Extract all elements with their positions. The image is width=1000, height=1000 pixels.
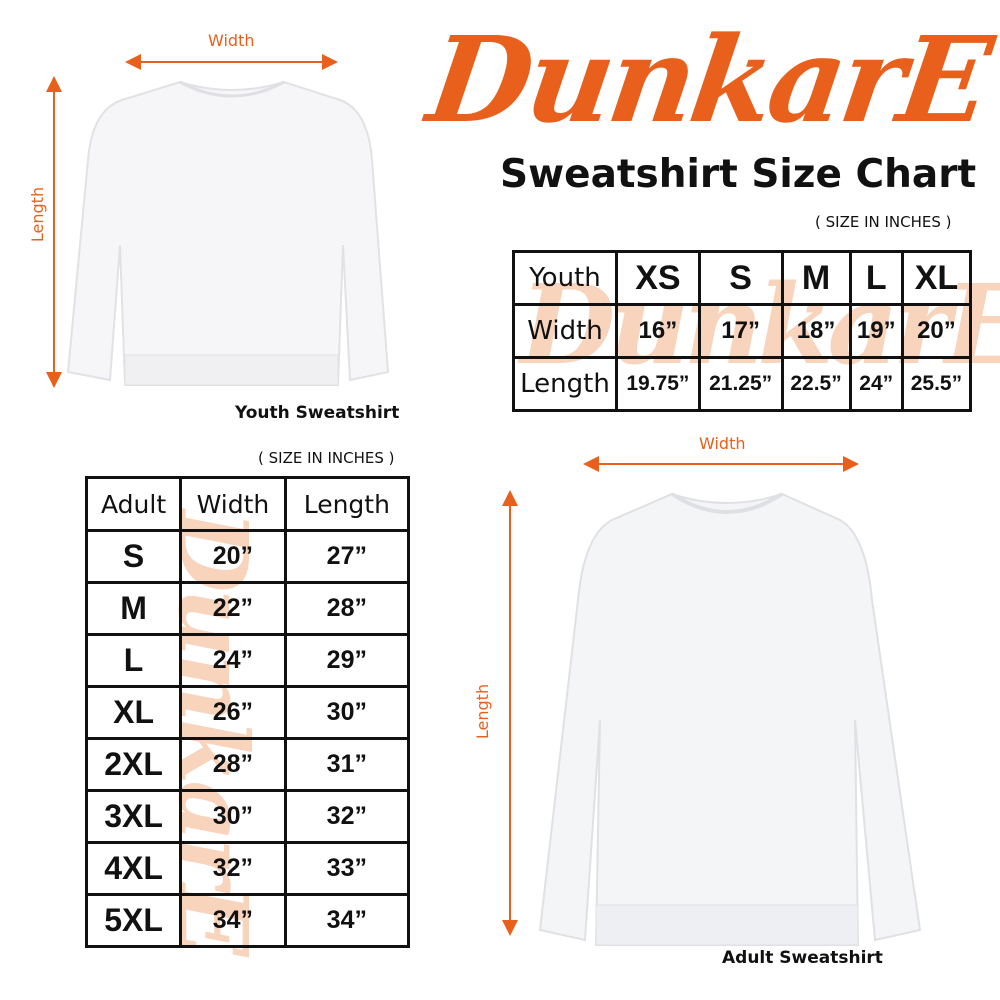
header-cell: L [848, 250, 904, 306]
table-cell: 34” [179, 893, 287, 948]
adult-size-table: Adult Width Length S 20” 27” M 22” 28” L 24” 29”… [84, 476, 411, 948]
header-cell: S [697, 250, 784, 306]
adult-sweatshirt-image [538, 492, 922, 946]
header-cell: Width [179, 476, 287, 532]
header-cell: Adult [84, 476, 183, 532]
header-cell: Length [283, 476, 411, 532]
table-cell: 34” [283, 893, 411, 948]
table-cell: 26” [179, 685, 287, 740]
table-cell: 32” [283, 789, 411, 844]
size-label: L [84, 633, 183, 688]
table-cell: 30” [179, 789, 287, 844]
table-row: S 20” 27” [84, 529, 411, 584]
table-cell: 28” [283, 581, 411, 636]
size-label: M [84, 581, 183, 636]
table-cell: 28” [179, 737, 287, 792]
header-cell: Youth [512, 250, 618, 306]
table-row: XL 26” 30” [84, 685, 411, 740]
table-cell: 20” [900, 303, 973, 359]
header-cell: XL [900, 250, 973, 306]
table-cell: 22” [179, 581, 287, 636]
table-row: 4XL 32” 33” [84, 841, 411, 896]
row-label: Width [512, 303, 618, 359]
table-row: 5XL 34” 34” [84, 893, 411, 948]
youth-width-label: Width [208, 31, 255, 50]
table-row: Width 16” 17” 18” 19” 20” [512, 303, 973, 359]
table-cell: 18” [780, 303, 852, 359]
table-cell: 22.5” [780, 356, 852, 412]
table-cell: 19” [848, 303, 904, 359]
size-label: 3XL [84, 789, 183, 844]
size-label: 2XL [84, 737, 183, 792]
page-title: Sweatshirt Size Chart [500, 152, 977, 197]
youth-sweatshirt-image [66, 80, 390, 386]
table-cell: 33” [283, 841, 411, 896]
table-cell: 21.25” [697, 356, 784, 412]
table-cell: 19.75” [615, 356, 701, 412]
table-cell: 16” [615, 303, 701, 359]
table-cell: 27” [283, 529, 411, 584]
header-cell: M [780, 250, 852, 306]
adult-length-label: Length [473, 683, 493, 740]
table-cell: 32” [179, 841, 287, 896]
youth-size-note: ( SIZE IN INCHES ) [815, 213, 952, 231]
table-cell: 20” [179, 529, 287, 584]
row-label: Length [512, 356, 618, 412]
header-cell: XS [615, 250, 701, 306]
table-cell: 25.5” [900, 356, 973, 412]
table-cell: 17” [697, 303, 784, 359]
youth-length-label: Length [28, 186, 48, 243]
table-cell: 24” [179, 633, 287, 688]
adult-image-label: Adult Sweatshirt [722, 948, 883, 968]
table-row: Length 19.75” 21.25” 22.5” 24” 25.5” [512, 356, 973, 412]
size-label: 4XL [84, 841, 183, 896]
adult-size-note: ( SIZE IN INCHES ) [258, 449, 395, 467]
table-header-row: Adult Width Length [84, 476, 411, 532]
table-cell: 24” [848, 356, 904, 412]
table-header-row: Youth XS S M L XL [512, 250, 973, 306]
youth-image-label: Youth Sweatshirt [235, 403, 400, 423]
table-row: L 24” 29” [84, 633, 411, 688]
adult-width-label: Width [699, 434, 746, 453]
table-cell: 30” [283, 685, 411, 740]
size-label: S [84, 529, 183, 584]
table-cell: 31” [283, 737, 411, 792]
table-row: 2XL 28” 31” [84, 737, 411, 792]
table-row: M 22” 28” [84, 581, 411, 636]
size-label: 5XL [84, 893, 183, 948]
table-cell: 29” [283, 633, 411, 688]
youth-size-table: Youth XS S M L XL Width 16” 17” 18” 19” … [512, 250, 973, 412]
table-row: 3XL 30” 32” [84, 789, 411, 844]
size-label: XL [84, 685, 183, 740]
